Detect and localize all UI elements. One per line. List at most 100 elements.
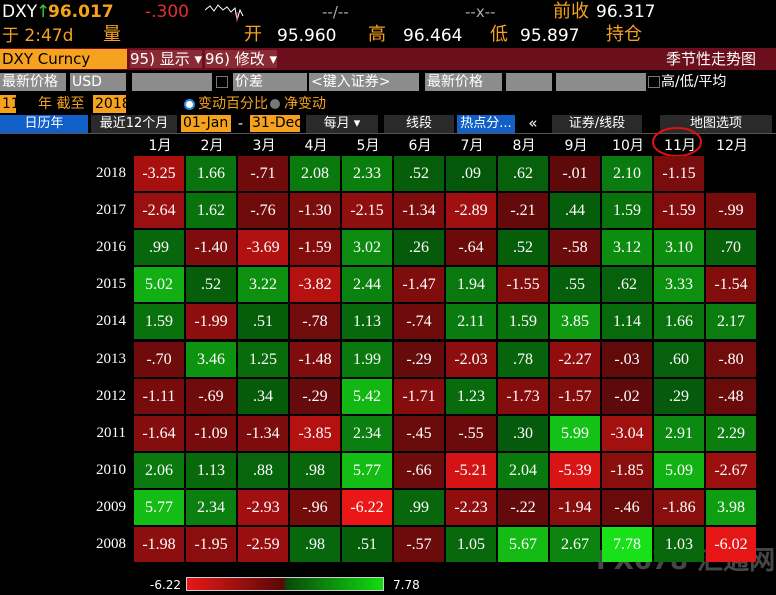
heatmap-cell: -5.21 bbox=[446, 452, 496, 488]
heatmap-cell: 2.17 bbox=[706, 304, 756, 340]
modify-button[interactable]: 96) 修改 ▾ bbox=[205, 50, 278, 68]
years-label: 年 截至 bbox=[38, 96, 85, 112]
heatmap-cell: .60 bbox=[654, 341, 704, 377]
heatmap-cell: -3.85 bbox=[290, 415, 340, 451]
prev-close: 96.317 bbox=[596, 2, 656, 22]
spread[interactable]: 价差 bbox=[233, 73, 307, 91]
heatmap-cell: -2.15 bbox=[342, 193, 392, 229]
heatmap-cell: -2.27 bbox=[550, 341, 600, 377]
legend-max: 7.78 bbox=[393, 578, 420, 592]
heatmap-cell: -1.47 bbox=[394, 267, 444, 303]
month-header: 9月 bbox=[564, 138, 588, 154]
heatmap-cell: 5.77 bbox=[134, 489, 184, 525]
month-header: 12月 bbox=[716, 138, 748, 154]
heatmap-cell: 1.03 bbox=[654, 527, 704, 562]
security[interactable]: DXY Curncy bbox=[0, 49, 127, 69]
heatmap-cell: 1.94 bbox=[446, 267, 496, 303]
year-label: 2014 bbox=[96, 313, 126, 330]
end-year[interactable]: 2018 bbox=[93, 95, 131, 113]
field-select-2[interactable]: 最新价格 bbox=[425, 73, 502, 91]
month-header: 7月 bbox=[460, 138, 484, 154]
prev-close-label: 前收 bbox=[553, 1, 589, 22]
heatmap-cell: .88 bbox=[238, 452, 288, 488]
monthly[interactable]: 每月 ▾ bbox=[306, 115, 378, 133]
open-label: 开 bbox=[244, 24, 262, 45]
heatmap-cell: -.48 bbox=[706, 378, 756, 414]
heatmap-cell: 3.02 bbox=[342, 230, 392, 266]
heatmap-cell: 2.44 bbox=[342, 267, 392, 303]
heatmap-cell: -3.04 bbox=[602, 415, 652, 451]
heatmap-cell: 3.33 bbox=[654, 267, 704, 303]
heatmap-cell: 5.09 bbox=[654, 452, 704, 488]
heatmap-cell: 3.46 bbox=[186, 341, 236, 377]
heatmap-cell: -1.40 bbox=[186, 230, 236, 266]
heatmap-cell: -.45 bbox=[394, 415, 444, 451]
oi-label: 持仓 bbox=[606, 24, 642, 45]
checkbox[interactable] bbox=[216, 76, 228, 88]
heatmap-cell: 1.59 bbox=[602, 193, 652, 229]
heatmap-cell: -2.89 bbox=[446, 193, 496, 229]
security-input[interactable]: <键入证券> bbox=[309, 73, 419, 91]
heatmap-cell: -.46 bbox=[602, 489, 652, 525]
heatmap-cell: 2.10 bbox=[602, 156, 652, 191]
heatmap-cell: -.64 bbox=[446, 230, 496, 266]
heatmap-cell: 1.99 bbox=[342, 341, 392, 377]
heatmap-cell: -.02 bbox=[602, 378, 652, 414]
currency-select[interactable]: USD bbox=[70, 73, 126, 91]
heatmap-cell: .62 bbox=[498, 156, 548, 191]
heatmap-cell: -1.94 bbox=[550, 489, 600, 525]
month-header: 3月 bbox=[252, 138, 276, 154]
heatmap-cell: -.29 bbox=[394, 341, 444, 377]
heatmap-cell: .51 bbox=[238, 304, 288, 340]
blank-field[interactable] bbox=[556, 73, 646, 91]
end-date[interactable]: 31-Dec bbox=[250, 115, 302, 132]
net-change[interactable]: 净变动 bbox=[284, 96, 326, 112]
radio-selected[interactable] bbox=[184, 99, 195, 110]
calendar-year[interactable]: 日历年 bbox=[0, 115, 88, 133]
radio[interactable] bbox=[270, 99, 280, 109]
checkbox[interactable] bbox=[648, 76, 660, 88]
collapse[interactable]: « bbox=[528, 114, 538, 132]
heatmap-cell: .55 bbox=[550, 267, 600, 303]
display-button[interactable]: 95) 显示 ▾ bbox=[130, 50, 203, 68]
segment[interactable]: 线段 bbox=[384, 115, 454, 133]
low: 95.897 bbox=[520, 26, 580, 46]
heatmap-cell: 1.23 bbox=[446, 378, 496, 414]
heatmap-cell: .78 bbox=[498, 341, 548, 377]
heatmap-cell: .34 bbox=[238, 378, 288, 414]
heatmap-cell: 3.98 bbox=[706, 489, 756, 525]
heatmap-cell: .52 bbox=[498, 230, 548, 266]
blank-field[interactable] bbox=[506, 73, 552, 91]
heatmap-cell: .70 bbox=[706, 230, 756, 266]
heatmap-cell: -3.25 bbox=[134, 156, 184, 191]
heatmap-cell: -.03 bbox=[602, 341, 652, 377]
heatmap-cell: .99 bbox=[134, 230, 184, 266]
heatmap-cell: .51 bbox=[342, 527, 392, 562]
year-label: 2018 bbox=[96, 165, 126, 181]
heatmap-cell: 2.29 bbox=[706, 415, 756, 451]
pct-change[interactable]: 变动百分比 bbox=[198, 96, 268, 112]
heatmap-cell: 2.33 bbox=[342, 156, 392, 191]
heatmap-cell: 1.05 bbox=[446, 527, 496, 562]
heatmap-cell: 3.10 bbox=[654, 230, 704, 266]
heatmap-cell: -1.59 bbox=[654, 193, 704, 229]
heatmap-cell: -2.23 bbox=[446, 489, 496, 525]
year-label: 2016 bbox=[96, 239, 126, 256]
size-placeholder: --x-- bbox=[465, 3, 496, 21]
month-header: 11月 bbox=[664, 138, 696, 154]
heatmap-cell: -1.34 bbox=[238, 415, 288, 451]
blank-field[interactable] bbox=[132, 73, 212, 91]
last-12-months[interactable]: 最近12个月 bbox=[91, 115, 177, 133]
heatmap-cell: 2.08 bbox=[290, 156, 340, 191]
month-header: 1月 bbox=[148, 138, 172, 154]
field-select[interactable]: 最新价格 bbox=[0, 73, 66, 91]
heatmap-cell: -1.85 bbox=[602, 452, 652, 488]
heatmap-cell: -.70 bbox=[134, 341, 184, 377]
years-input[interactable]: 11 bbox=[0, 95, 20, 113]
heatmap-cell: 2.91 bbox=[654, 415, 704, 451]
security-segment[interactable]: 证券/线段 bbox=[552, 115, 642, 133]
heatmap-cell: 1.14 bbox=[602, 304, 652, 340]
hotspot[interactable]: 热点分... bbox=[457, 115, 515, 133]
start-date[interactable]: 01-Jan bbox=[181, 115, 231, 132]
heatmap-cell: -1.95 bbox=[186, 527, 236, 562]
